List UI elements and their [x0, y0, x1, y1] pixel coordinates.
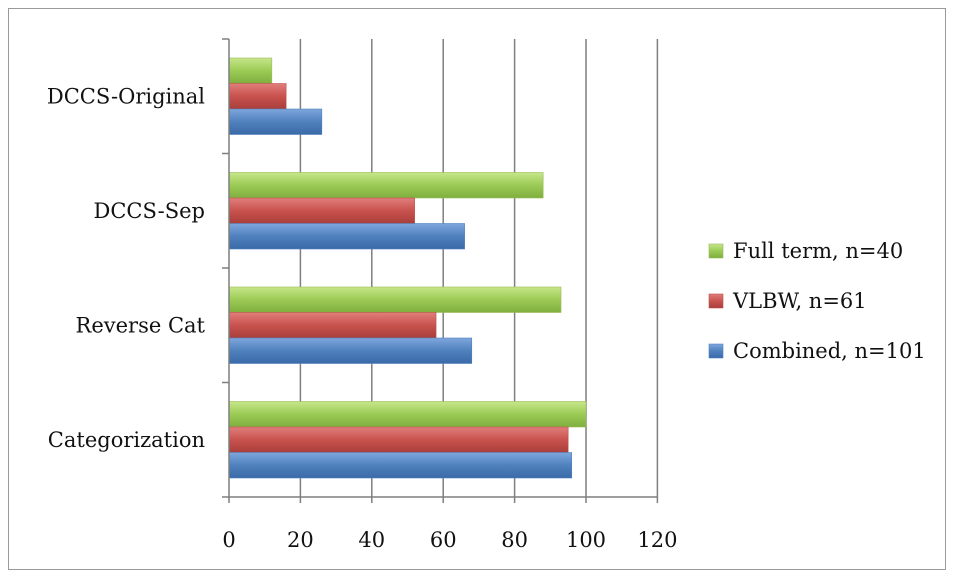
x-tick-label: 60 [430, 528, 457, 552]
bar-categorization-series-1 [228, 426, 569, 453]
x-tick-label: 0 [222, 528, 235, 552]
bar-reverse-cat-series-1 [228, 312, 437, 339]
legend-label: Full term, n=40 [733, 239, 903, 263]
x-tick-labels: 0 20 40 60 80 100 120 [222, 528, 677, 552]
bar-dccs-sep-series-0 [228, 223, 465, 250]
bar-categorization-series-2 [228, 401, 587, 428]
legend: Full term, n=40 VLBW, n=61 Combined, n=101 [708, 239, 926, 363]
x-tick-label: 100 [566, 528, 606, 552]
bar-reverse-cat-series-0 [228, 337, 473, 364]
category-label: DCCS-Original [47, 84, 205, 108]
legend-label: VLBW, n=61 [732, 289, 867, 313]
bar-dccs-sep-series-2 [228, 172, 544, 199]
legend-label: Combined, n=101 [733, 339, 926, 363]
axes [222, 38, 659, 503]
legend-swatch [708, 293, 724, 309]
x-tick-label: 20 [287, 528, 314, 552]
x-tick-label: 120 [637, 528, 677, 552]
bars [228, 57, 587, 479]
x-tick-label: 40 [358, 528, 385, 552]
category-label: Reverse Cat [76, 313, 206, 337]
chart-frame: 0 20 40 60 80 100 120 Categorization Reverse Ca… [8, 8, 946, 570]
category-label: Categorization [48, 428, 205, 452]
x-tick-label: 80 [501, 528, 528, 552]
bar-reverse-cat-series-2 [228, 286, 562, 313]
category-label: DCCS-Sep [94, 199, 205, 223]
legend-swatch [708, 243, 724, 259]
bar-dccs-original-series-2 [228, 57, 273, 84]
legend-swatch [708, 343, 724, 359]
bar-chart: 0 20 40 60 80 100 120 Categorization Reverse Ca… [47, 38, 926, 552]
bar-categorization-series-0 [228, 452, 573, 479]
category-labels: Categorization Reverse Cat DCCS-Sep DCCS-Or… [47, 84, 206, 452]
bar-dccs-original-series-1 [228, 83, 287, 110]
bar-dccs-sep-series-1 [228, 197, 415, 224]
bar-dccs-original-series-0 [228, 108, 323, 135]
